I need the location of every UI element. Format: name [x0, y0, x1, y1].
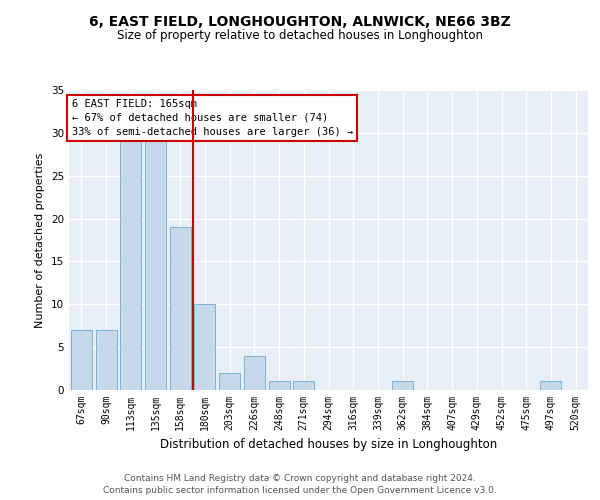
- Bar: [244, 356, 265, 390]
- Bar: [392, 382, 413, 390]
- Y-axis label: Number of detached properties: Number of detached properties: [35, 152, 46, 328]
- Bar: [541, 382, 562, 390]
- Bar: [120, 142, 141, 390]
- Bar: [170, 227, 191, 390]
- Bar: [219, 373, 240, 390]
- Bar: [71, 330, 92, 390]
- Bar: [293, 382, 314, 390]
- Text: 6 EAST FIELD: 165sqm
← 67% of detached houses are smaller (74)
33% of semi-detac: 6 EAST FIELD: 165sqm ← 67% of detached h…: [71, 99, 353, 137]
- Bar: [145, 142, 166, 390]
- X-axis label: Distribution of detached houses by size in Longhoughton: Distribution of detached houses by size …: [160, 438, 497, 452]
- Bar: [95, 330, 116, 390]
- Bar: [194, 304, 215, 390]
- Text: Contains HM Land Registry data © Crown copyright and database right 2024.
Contai: Contains HM Land Registry data © Crown c…: [103, 474, 497, 495]
- Text: Size of property relative to detached houses in Longhoughton: Size of property relative to detached ho…: [117, 28, 483, 42]
- Text: 6, EAST FIELD, LONGHOUGHTON, ALNWICK, NE66 3BZ: 6, EAST FIELD, LONGHOUGHTON, ALNWICK, NE…: [89, 16, 511, 30]
- Bar: [269, 382, 290, 390]
